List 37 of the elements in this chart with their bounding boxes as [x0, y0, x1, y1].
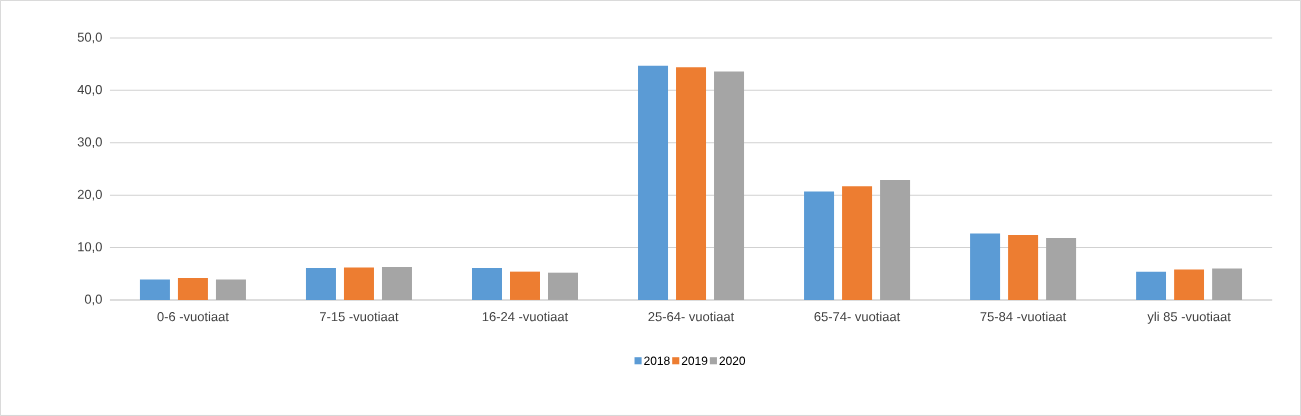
x-tick-label: 75-84 -vuotiaat — [980, 311, 1067, 322]
bar — [842, 186, 873, 300]
bar — [1008, 235, 1039, 300]
bar — [305, 268, 336, 300]
bar — [1212, 268, 1243, 300]
bar — [177, 277, 208, 300]
y-tick-label: 50,0 — [77, 32, 102, 44]
bar — [139, 279, 170, 300]
bar — [804, 191, 835, 300]
y-tick-label: 30,0 — [77, 137, 102, 149]
y-tick-label: 20,0 — [77, 189, 102, 201]
bar — [510, 271, 540, 300]
bar — [970, 233, 1001, 300]
legend-label: 2019 — [681, 356, 708, 366]
bar — [676, 67, 707, 300]
y-tick-label: 10,0 — [78, 242, 102, 253]
x-tick-label: 65-74- vuotiaat — [814, 311, 901, 322]
bar — [1046, 238, 1077, 300]
bar — [215, 279, 246, 300]
x-tick-label: 25-64- vuotiaat — [648, 311, 735, 322]
x-tick-label: 7-15 -vuotiaat — [320, 311, 399, 322]
bar — [638, 65, 669, 300]
bar — [548, 272, 579, 300]
x-tick-label: yli 85 -vuotiaat — [1147, 311, 1231, 324]
legend-label: 2018 — [644, 356, 670, 366]
bar — [343, 267, 374, 300]
bar — [1136, 271, 1167, 300]
bar — [714, 71, 745, 300]
bar — [471, 268, 502, 300]
bar — [1174, 269, 1205, 300]
x-tick-label: 16-24 -vuotiaat — [482, 311, 569, 322]
x-tick-label: 0-6 -vuotiaat — [157, 311, 229, 322]
y-tick-label: 0,0 — [84, 294, 102, 306]
bar — [381, 266, 412, 300]
legend-label: 2020 — [719, 356, 746, 366]
y-tick-label: 40,0 — [77, 85, 102, 96]
bar — [880, 179, 911, 300]
